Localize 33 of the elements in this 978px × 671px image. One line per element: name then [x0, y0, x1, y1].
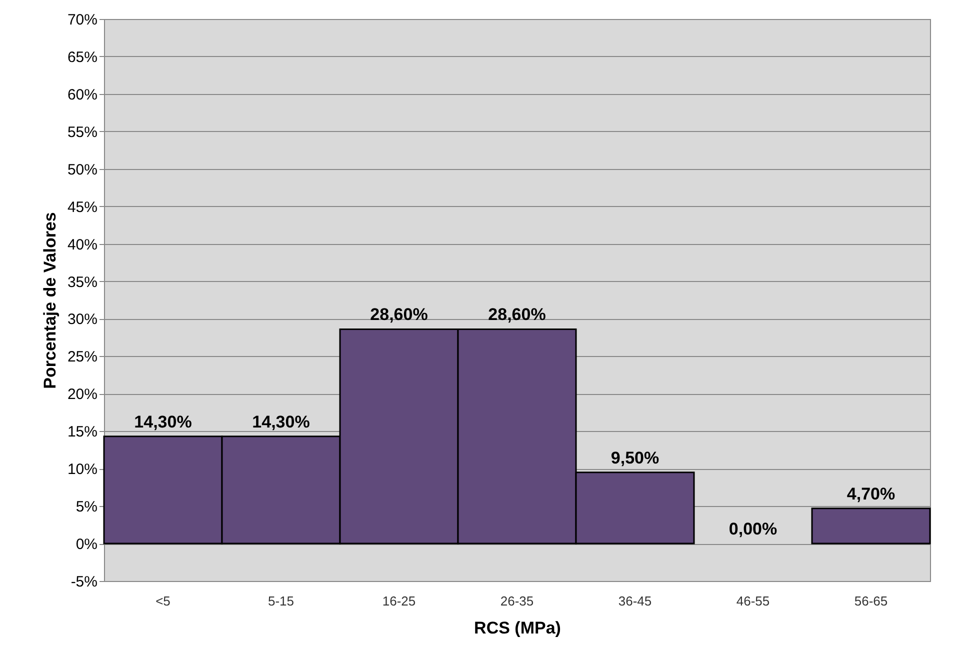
y-tick-label: 0%	[76, 536, 98, 554]
data-label: 14,30%	[134, 412, 192, 432]
y-tick-label: 40%	[67, 236, 98, 254]
y-axis-title: Porcentaje de Valores	[40, 212, 60, 389]
data-label: 4,70%	[846, 484, 896, 504]
x-axis-title: RCS (MPa)	[474, 618, 561, 638]
data-label: 28,60%	[488, 305, 546, 324]
y-tick-label: -5%	[70, 574, 98, 590]
bar	[811, 508, 931, 544]
x-tick-label: <5	[156, 594, 170, 608]
y-tick-label: 50%	[67, 161, 98, 178]
y-tick-label: 45%	[67, 198, 98, 216]
y-tick-label: 30%	[67, 311, 98, 328]
x-tick-label: 56-65	[854, 594, 888, 608]
y-tick-label: 35%	[67, 274, 98, 291]
y-tick-label: 70%	[67, 12, 98, 28]
y-tick-label: 15%	[67, 424, 98, 441]
y-tick-label: 55%	[67, 124, 98, 141]
y-tick-label: 25%	[67, 348, 98, 366]
y-tick-label: 60%	[67, 86, 98, 104]
data-label: 9,50%	[610, 448, 660, 468]
data-label: 14,30%	[252, 412, 310, 432]
x-tick-label: 16-25	[382, 594, 416, 608]
x-tick-label: 36-45	[618, 594, 652, 608]
y-tick-label: 20%	[67, 386, 98, 404]
x-tick-label: 26-35	[500, 594, 534, 608]
y-tick-label: 5%	[76, 498, 98, 516]
y-tick-label: 65%	[67, 48, 98, 66]
x-tick-label: 46-55	[736, 594, 770, 608]
y-tick-label: 10%	[67, 461, 98, 478]
x-tick-label: 5-15	[268, 594, 294, 608]
data-label: 28,60%	[370, 305, 428, 324]
data-label: 0,00%	[728, 520, 778, 539]
